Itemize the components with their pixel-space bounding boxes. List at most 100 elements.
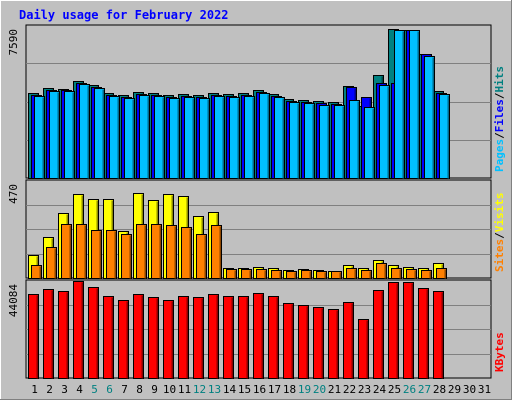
x-tick-label-day-14: 14 [223, 383, 237, 396]
bar-kbytes-day-13 [208, 294, 219, 379]
x-tick-label-day-27: 27 [418, 383, 431, 396]
bar-pages-day-21 [334, 105, 345, 179]
x-tick-label-day-13: 13 [208, 383, 221, 396]
bar-edge-pages-day-16 [267, 94, 269, 179]
bar-edge-kbytes-day-27 [426, 289, 428, 379]
bar-edge-kbytes-day-8 [141, 295, 143, 379]
bar-edge-sites-day-8 [144, 225, 146, 279]
bar-edge-pages-day-17 [282, 98, 284, 179]
bar-edge-sites-day-28 [444, 269, 446, 279]
x-tick-label-day-16: 16 [253, 383, 266, 396]
x-tick-label-day-31: 31 [478, 383, 491, 396]
bar-edge-kbytes-day-20 [321, 308, 323, 379]
bar-edge-sites-day-3 [69, 225, 71, 279]
x-tick-label-day-15: 15 [238, 383, 251, 396]
bar-kbytes-day-24 [373, 290, 384, 379]
bar-kbytes-day-17 [268, 296, 279, 379]
bar-edge-pages-day-21 [342, 106, 344, 179]
bar-sites-day-28 [436, 268, 447, 279]
bar-edge-kbytes-day-14 [231, 297, 233, 379]
bar-edge-sites-day-26 [414, 270, 416, 279]
bar-edge-sites-day-16 [264, 270, 266, 279]
bar-kbytes-day-15 [238, 296, 249, 379]
bar-sites-day-20 [316, 271, 327, 279]
bar-edge-pages-day-28 [447, 95, 449, 179]
bar-pages-day-12 [199, 98, 210, 179]
bar-edge-kbytes-day-2 [51, 290, 53, 379]
bar-edge-kbytes-day-7 [126, 301, 128, 379]
bar-pages-day-4 [79, 84, 90, 179]
bar-edge-sites-day-21 [339, 272, 341, 279]
bar-pages-day-15 [244, 96, 255, 179]
bar-edge-sites-day-18 [294, 272, 296, 279]
bar-sites-day-1 [31, 265, 42, 279]
bar-edge-pages-day-7 [132, 99, 134, 179]
bar-edge-pages-day-9 [162, 97, 164, 179]
bar-pages-day-17 [274, 97, 285, 179]
x-tick-label-day-22: 22 [343, 383, 356, 396]
bar-pages-day-2 [49, 91, 60, 179]
bar-edge-pages-day-20 [327, 106, 329, 179]
bar-kbytes-day-22 [343, 302, 354, 379]
bar-edge-sites-day-14 [234, 270, 236, 279]
bar-edge-pages-day-23 [372, 108, 374, 179]
x-axis: 1 2 3 4 5 6 7 8 9 10 11 12 13 14 15 16 17 18 19 20 21 22 23 24 2… [31, 383, 491, 396]
bar-edge-sites-day-4 [84, 225, 86, 279]
bar-kbytes-day-11 [178, 296, 189, 379]
bar-sites-day-3 [61, 224, 72, 279]
bar-sites-day-26 [406, 269, 417, 279]
bar-kbytes-day-26 [403, 282, 414, 379]
legend-item-visits-1: / [493, 232, 506, 239]
x-tick-label-day-6: 6 [106, 383, 113, 396]
bar-kbytes-day-21 [328, 309, 339, 379]
x-tick-label-day-11: 11 [178, 383, 191, 396]
bar-edge-kbytes-day-23 [366, 320, 368, 379]
bar-edge-kbytes-day-25 [396, 283, 398, 379]
bar-edge-sites-day-12 [204, 235, 206, 279]
bar-edge-kbytes-day-15 [246, 297, 248, 379]
bar-edge-sites-day-7 [129, 235, 131, 279]
bar-edge-kbytes-day-17 [276, 297, 278, 379]
bar-sites-day-6 [106, 230, 117, 279]
bar-edge-kbytes-day-13 [216, 295, 218, 379]
bar-kbytes-day-3 [58, 291, 69, 379]
panel-visits: 470 Sites/Visits [7, 179, 506, 279]
bar-sites-day-11 [181, 227, 192, 279]
bar-sites-day-21 [331, 271, 342, 279]
bar-sites-day-7 [121, 234, 132, 279]
bar-edge-sites-day-13 [219, 226, 221, 279]
series-sites [31, 224, 447, 279]
bar-sites-day-12 [196, 234, 207, 279]
bar-edge-sites-day-27 [429, 271, 431, 279]
bar-edge-pages-day-5 [102, 89, 104, 179]
bar-edge-pages-day-8 [147, 96, 149, 179]
series-pages [34, 30, 450, 179]
bar-edge-kbytes-day-26 [411, 283, 413, 379]
bar-sites-day-14 [226, 269, 237, 279]
panels-layer: 7590Pages/Files/Hits470Sites/Visits44084… [7, 24, 506, 379]
bar-edge-sites-day-10 [174, 226, 176, 279]
x-tick-label-day-5: 5 [91, 383, 98, 396]
x-tick-label-day-29: 29 [448, 383, 461, 396]
y-max-label-kbytes: 44084 [7, 284, 20, 317]
bar-edge-kbytes-day-5 [96, 288, 98, 379]
x-tick-label-day-28: 28 [433, 383, 446, 396]
bar-edge-sites-day-2 [54, 248, 56, 279]
x-tick-label-day-10: 10 [163, 383, 176, 396]
bar-sites-day-19 [301, 270, 312, 279]
x-tick-label-day-21: 21 [328, 383, 341, 396]
bar-edge-pages-day-13 [222, 97, 224, 179]
x-tick-label-day-18: 18 [283, 383, 296, 396]
bar-kbytes-day-8 [133, 294, 144, 379]
bar-kbytes-day-10 [163, 300, 174, 379]
bar-pages-day-6 [109, 96, 120, 179]
bar-kbytes-day-27 [418, 288, 429, 379]
bar-edge-kbytes-day-12 [201, 298, 203, 379]
bar-kbytes-day-25 [388, 282, 399, 379]
bar-kbytes-day-19 [298, 305, 309, 379]
bar-edge-sites-day-25 [399, 269, 401, 279]
bar-sites-day-17 [271, 270, 282, 279]
legend-item-visits-0: Sites [493, 239, 506, 272]
bar-kbytes-day-23 [358, 319, 369, 379]
x-tick-label-day-7: 7 [121, 383, 128, 396]
